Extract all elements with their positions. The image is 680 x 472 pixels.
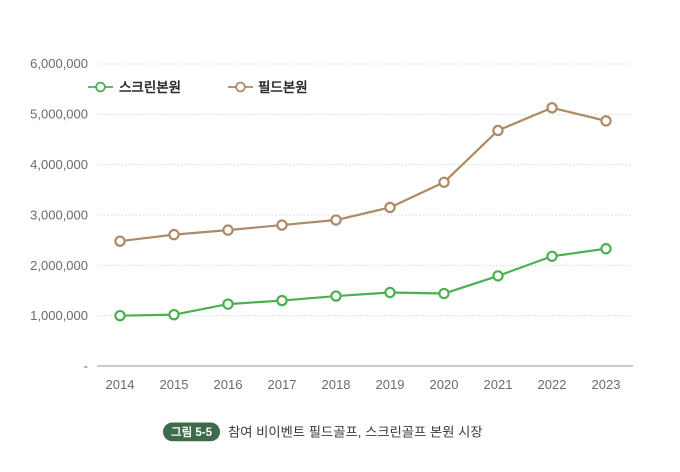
svg-text:2019: 2019 xyxy=(376,377,405,392)
svg-text:2015: 2015 xyxy=(160,377,189,392)
svg-text:필드본원: 필드본원 xyxy=(258,79,308,95)
svg-text:2016: 2016 xyxy=(214,377,243,392)
svg-text:2018: 2018 xyxy=(322,377,351,392)
svg-text:1,000,000: 1,000,000 xyxy=(30,308,88,323)
svg-text:4,000,000: 4,000,000 xyxy=(30,157,88,172)
svg-text:-: - xyxy=(84,359,88,374)
svg-text:2022: 2022 xyxy=(538,377,567,392)
svg-text:2023: 2023 xyxy=(592,377,621,392)
svg-text:참여 비이벤트 필드골프, 스크린골프 본원 시장: 참여 비이벤트 필드골프, 스크린골프 본원 시장 xyxy=(228,424,483,439)
svg-text:그림 5-5: 그림 5-5 xyxy=(171,426,213,439)
svg-text:2020: 2020 xyxy=(430,377,459,392)
svg-text:3,000,000: 3,000,000 xyxy=(30,208,88,223)
svg-text:2021: 2021 xyxy=(484,377,513,392)
svg-text:2,000,000: 2,000,000 xyxy=(30,258,88,273)
svg-text:2017: 2017 xyxy=(268,377,297,392)
svg-text:6,000,000: 6,000,000 xyxy=(30,56,88,71)
svg-text:2014: 2014 xyxy=(106,377,135,392)
svg-text:5,000,000: 5,000,000 xyxy=(30,107,88,122)
svg-text:스크린본원: 스크린본원 xyxy=(119,79,181,95)
